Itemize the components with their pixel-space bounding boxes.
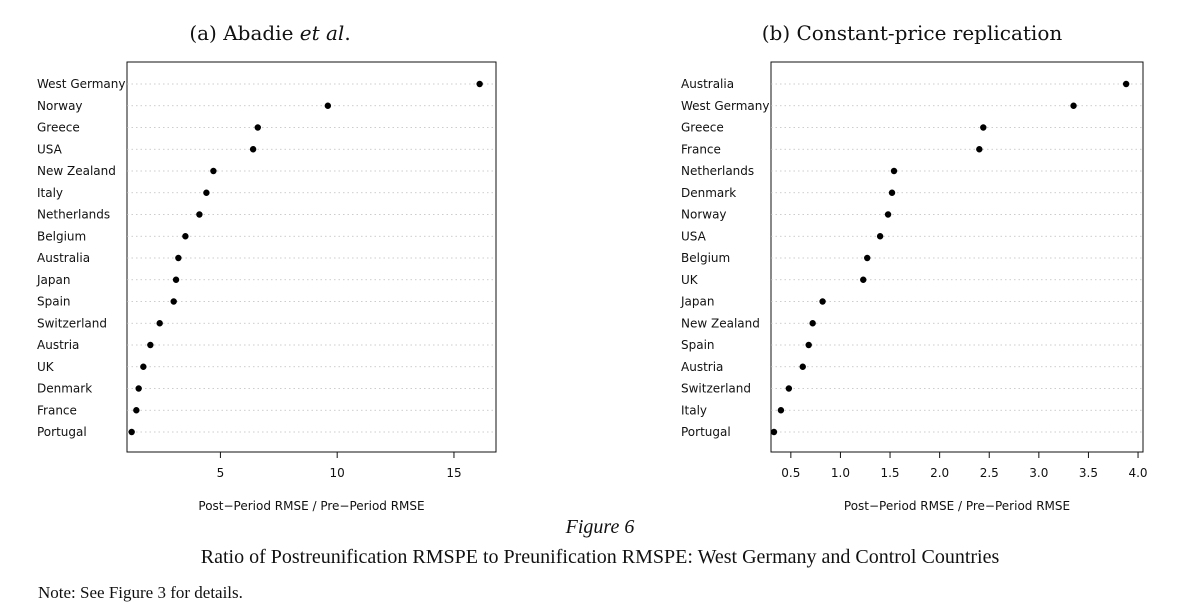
category-label: Spain xyxy=(681,338,715,352)
category-label: Switzerland xyxy=(37,316,107,330)
category-label: UK xyxy=(37,360,55,374)
category-label: Norway xyxy=(681,208,727,222)
panel-b-title-text: (b) Constant-price replication xyxy=(762,21,1063,45)
figure-label: Figure 6 xyxy=(565,516,635,538)
data-point xyxy=(799,363,806,370)
data-point xyxy=(1070,102,1077,109)
data-point xyxy=(140,363,147,370)
x-tick-label: 15 xyxy=(446,466,461,480)
data-point xyxy=(133,407,140,414)
category-label: Denmark xyxy=(37,382,92,396)
category-label: Netherlands xyxy=(681,164,754,178)
x-tick-label: 1.5 xyxy=(880,466,899,480)
category-label: Italy xyxy=(37,186,63,200)
figure-canvas: (a) Abadie et al. West Germany Norway Greec… xyxy=(36,21,1148,513)
data-point xyxy=(249,146,257,153)
data-point xyxy=(777,407,785,414)
category-label: New Zealand xyxy=(681,316,760,330)
category-label: Australia xyxy=(681,77,734,91)
category-label: USA xyxy=(37,142,63,156)
data-point xyxy=(809,320,816,327)
category-label: Portugal xyxy=(37,425,87,439)
x-axis-label: Post−Period RMSE / Pre−Period RMSE xyxy=(844,499,1070,513)
x-tick-label: 2.0 xyxy=(930,466,949,480)
category-label: Belgium xyxy=(681,251,730,265)
category-label: Portugal xyxy=(681,425,731,439)
category-label: Norway xyxy=(37,99,83,113)
x-tick-label: 2.5 xyxy=(980,466,999,480)
category-label: Belgium xyxy=(37,229,86,243)
category-label: Italy xyxy=(681,403,707,417)
x-tick-label: 3.5 xyxy=(1079,466,1098,480)
panel-b-title: (b) Constant-price replication xyxy=(762,21,1063,45)
category-label: Denmark xyxy=(681,186,736,200)
data-point xyxy=(980,124,987,131)
data-point xyxy=(324,102,332,109)
data-point xyxy=(876,233,884,240)
data-point xyxy=(254,124,261,131)
data-point xyxy=(170,298,177,305)
data-point xyxy=(156,320,163,327)
x-tick-label: 0.5 xyxy=(781,466,800,480)
x-tick-label: 1.0 xyxy=(831,466,850,480)
category-label: France xyxy=(37,403,77,417)
panel-a-title-text: (a) Abadie xyxy=(189,21,299,45)
category-label: Greece xyxy=(681,121,724,135)
panel-a-title-italic: et al xyxy=(300,21,345,45)
category-label: Austria xyxy=(681,360,723,374)
data-point xyxy=(172,276,180,283)
category-label: West Germany xyxy=(37,77,125,91)
category-label: Netherlands xyxy=(37,208,110,222)
data-point xyxy=(1122,80,1130,88)
data-point xyxy=(884,211,892,218)
figure-note: Note: See Figure 3 for details. xyxy=(38,583,243,602)
data-point xyxy=(819,298,826,305)
data-point xyxy=(135,385,142,392)
category-label: France xyxy=(681,142,721,156)
data-point xyxy=(476,80,483,88)
panel-b-frame xyxy=(770,61,1144,453)
category-label: Japan xyxy=(36,273,70,287)
data-point xyxy=(210,167,217,175)
data-point xyxy=(128,428,135,436)
x-tick-label: 10 xyxy=(330,466,345,480)
category-label: Switzerland xyxy=(681,382,751,396)
category-label: West Germany xyxy=(681,99,769,113)
panel-a: (a) Abadie et al. West Germany Norway Greec… xyxy=(36,21,497,513)
data-point xyxy=(147,341,154,349)
category-label: Greece xyxy=(37,121,80,135)
panel-a-title-suffix: . xyxy=(344,21,350,45)
category-label: Spain xyxy=(37,295,71,309)
data-point xyxy=(203,189,210,196)
category-label: USA xyxy=(681,229,707,243)
category-label: Australia xyxy=(37,251,90,265)
x-tick-label: 5 xyxy=(217,466,225,480)
x-tick-label: 3.0 xyxy=(1029,466,1048,480)
panel-a-title: (a) Abadie et al. xyxy=(189,21,350,45)
x-tick-label: 4.0 xyxy=(1128,466,1147,480)
data-point xyxy=(976,146,983,153)
data-point xyxy=(175,254,182,262)
data-point xyxy=(890,167,898,175)
data-point xyxy=(196,211,203,218)
data-point xyxy=(860,276,867,283)
data-point xyxy=(770,428,778,436)
data-point xyxy=(182,233,189,240)
data-point xyxy=(864,254,871,262)
category-label: Austria xyxy=(37,338,79,352)
category-label: Japan xyxy=(680,295,714,309)
data-point xyxy=(805,341,812,349)
category-label: UK xyxy=(681,273,699,287)
panel-a-frame xyxy=(126,61,497,453)
data-point xyxy=(888,189,896,196)
panel-b: (b) Constant-price replication Australia W… xyxy=(680,21,1148,513)
data-point xyxy=(785,385,793,392)
category-label: New Zealand xyxy=(37,164,116,178)
x-axis-label: Post−Period RMSE / Pre−Period RMSE xyxy=(198,499,424,513)
figure-caption: Ratio of Postreunification RMSPE to Preu… xyxy=(200,546,1000,568)
